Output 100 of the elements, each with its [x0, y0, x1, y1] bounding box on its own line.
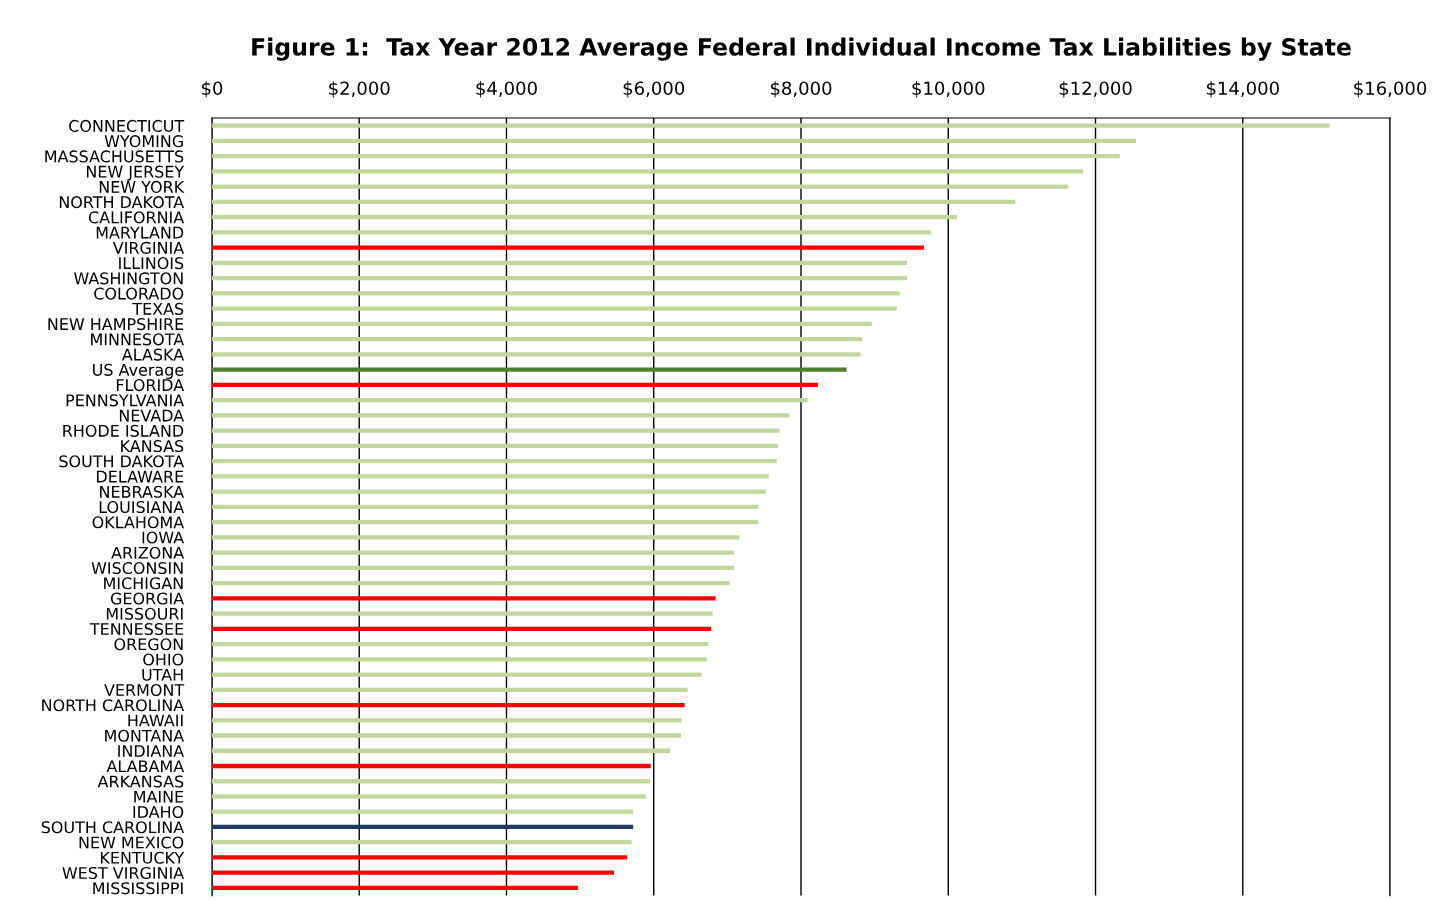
- bar: [211, 352, 861, 357]
- bar: [211, 550, 734, 555]
- y-tick-label: KANSAS: [121, 440, 184, 453]
- bar: [211, 458, 777, 464]
- y-tick-label: TENNESSEE: [89, 623, 184, 636]
- x-tick-label: $16,000: [1354, 81, 1427, 98]
- y-tick-label: OKLAHOMA: [92, 516, 185, 529]
- x-tick-label: $0: [201, 81, 223, 98]
- y-tick-label: FLORIDA: [116, 379, 185, 392]
- x-tick-label: $2,000: [329, 81, 390, 98]
- bar: [211, 748, 670, 753]
- bar: [211, 580, 730, 586]
- y-tick-label: MINNESOTA: [91, 333, 185, 346]
- bar: [211, 245, 924, 250]
- bar: [211, 199, 1016, 205]
- bar: [211, 138, 1137, 144]
- y-tick-label: MARYLAND: [96, 226, 184, 239]
- y-tick-label: CALIFORNIA: [88, 211, 185, 224]
- y-tick-label: ILLINOIS: [119, 257, 184, 270]
- bar: [211, 260, 908, 266]
- x-tick-label: $14,000: [1206, 81, 1279, 98]
- y-tick-label: NEW HAMPSHIRE: [48, 318, 184, 331]
- y-tick-label: NEBRASKA: [100, 485, 185, 498]
- bar: [211, 367, 847, 372]
- bar: [211, 397, 808, 403]
- y-tick-label: ALABAMA: [106, 760, 185, 773]
- bar: [211, 641, 709, 647]
- bar: [211, 840, 632, 845]
- y-tick-label: KENTUCKY: [100, 851, 185, 864]
- y-tick-label: MAINE: [134, 790, 184, 803]
- y-tick-label: ALASKA: [121, 348, 185, 361]
- y-tick-label: WISCONSIN: [91, 562, 183, 575]
- bar: [211, 474, 769, 479]
- bar: [211, 657, 707, 662]
- y-tick-label: NEVADA: [119, 409, 185, 422]
- y-tick-label: CONNECTICUT: [69, 119, 185, 132]
- y-tick-label: WASHINGTON: [73, 272, 183, 285]
- y-tick-label: WYOMING: [104, 135, 183, 148]
- bar: [211, 855, 628, 860]
- bar: [211, 565, 734, 570]
- bar: [211, 611, 713, 616]
- y-tick-label: MICHIGAN: [104, 577, 183, 590]
- y-tick-label: OREGON: [114, 638, 183, 651]
- bar: [211, 535, 740, 540]
- y-tick-label: SOUTH CAROLINA: [41, 821, 185, 834]
- bar: [211, 794, 646, 799]
- bar: [211, 779, 651, 784]
- bar: [211, 824, 634, 830]
- y-tick-label: MASSACHUSETTS: [45, 150, 184, 163]
- bar: [211, 672, 702, 677]
- bar: [211, 413, 790, 418]
- bar: [211, 215, 958, 220]
- bar: [211, 596, 716, 601]
- y-tick-label: VERMONT: [104, 683, 185, 697]
- y-tick-label: HAWAII: [128, 714, 183, 727]
- y-tick-label: ARIZONA: [111, 546, 185, 559]
- bar: [211, 230, 931, 235]
- y-tick-label: NEW MEXICO: [79, 836, 184, 849]
- bar: [211, 718, 682, 723]
- y-tick-label: LOUISIANA: [99, 501, 185, 514]
- y-tick-label: MISSOURI: [106, 607, 183, 620]
- y-tick-label: NEW YORK: [99, 180, 185, 193]
- x-tick-label: $10,000: [912, 81, 985, 98]
- bar: [211, 184, 1069, 189]
- bar: [211, 123, 1330, 128]
- bar: [211, 275, 908, 281]
- bar: [211, 733, 681, 738]
- y-tick-label: SOUTH DAKOTA: [59, 455, 185, 468]
- y-tick-label: NORTH DAKOTA: [59, 196, 185, 209]
- x-tick-label: $4,000: [476, 81, 537, 98]
- bar: [211, 443, 779, 448]
- x-tick-label: $8,000: [770, 81, 832, 98]
- bar: [211, 291, 900, 296]
- y-tick-label: WEST VIRGINIA: [62, 866, 185, 880]
- y-tick-label: PENNSYLVANIA: [66, 394, 185, 407]
- y-tick-label: NEW JERSEY: [86, 165, 185, 181]
- y-tick-label: TEXAS: [132, 302, 184, 315]
- bar: [211, 626, 712, 631]
- y-tick-label: OHIO: [143, 653, 184, 666]
- y-tick-label: MISSISSIPPI: [93, 882, 183, 895]
- y-tick-label: RHODE ISLAND: [63, 424, 184, 437]
- y-tick-label: GEORGIA: [110, 592, 185, 605]
- y-tick-label: US Average: [93, 363, 184, 379]
- bar: [211, 321, 872, 326]
- y-tick-label: IDAHO: [133, 805, 184, 819]
- bar: [211, 504, 759, 509]
- bar: [211, 336, 863, 342]
- bar: [211, 763, 651, 769]
- chart-title: Figure 1: Tax Year 2012 Average Federal Individual Income Tax Liabilities by State: [252, 37, 1351, 61]
- y-tick-label: MONTANA: [105, 729, 185, 742]
- bar: [211, 870, 614, 875]
- bar: [211, 306, 897, 311]
- bar: [211, 489, 766, 494]
- y-tick-label: VIRGINIA: [112, 241, 185, 254]
- bar: [211, 169, 1084, 174]
- bar: [211, 702, 685, 708]
- bar: [211, 885, 578, 891]
- bar: [211, 809, 634, 814]
- x-tick-label: $6,000: [623, 81, 685, 98]
- bar: [211, 519, 759, 525]
